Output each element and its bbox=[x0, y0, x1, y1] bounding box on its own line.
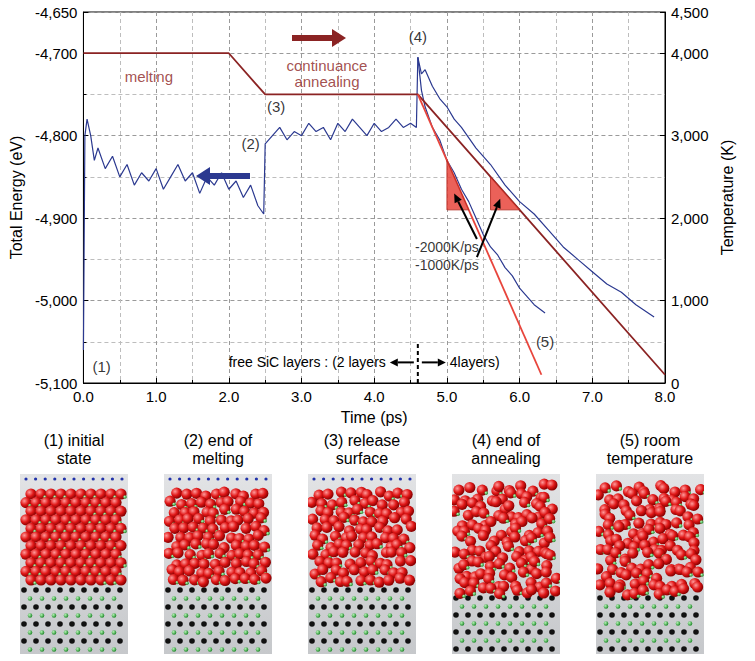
svg-text:Temperature (K): Temperature (K) bbox=[719, 140, 736, 256]
svg-text:7.0: 7.0 bbox=[582, 388, 603, 405]
html-text:(4) end of: (4) end of bbox=[471, 432, 541, 449]
svg-text:-1000K/ps: -1000K/ps bbox=[415, 257, 479, 273]
svg-text:4,000: 4,000 bbox=[671, 45, 709, 62]
svg-text:4layers): 4layers) bbox=[450, 354, 500, 370]
svg-text:annealing: annealing bbox=[294, 73, 359, 90]
html-text:annealing: annealing bbox=[471, 450, 541, 467]
html-text:(5) room: (5) room bbox=[619, 432, 681, 449]
svg-text:3.0: 3.0 bbox=[291, 388, 312, 405]
svg-text:1.0: 1.0 bbox=[146, 388, 167, 405]
svg-text:0.0: 0.0 bbox=[73, 388, 94, 405]
html-text:state: state bbox=[56, 450, 92, 467]
svg-text:-5,000: -5,000 bbox=[35, 292, 78, 309]
html-text:(1) initial: (1) initial bbox=[43, 432, 105, 449]
html-text:surface: surface bbox=[335, 450, 389, 467]
svg-text:0: 0 bbox=[671, 374, 680, 392]
svg-text:(2): (2) bbox=[241, 135, 259, 152]
svg-text:8.0: 8.0 bbox=[655, 388, 676, 405]
svg-text:(4): (4) bbox=[409, 28, 427, 45]
svg-text:free SiC layers : (2 layers: free SiC layers : (2 layers bbox=[229, 354, 386, 370]
svg-text:(5): (5) bbox=[536, 333, 554, 350]
svg-text:-5,100: -5,100 bbox=[35, 375, 78, 392]
svg-text:2.0: 2.0 bbox=[218, 388, 239, 405]
svg-text:-4,650: -4,650 bbox=[35, 4, 78, 21]
svg-text:continuance: continuance bbox=[287, 57, 368, 74]
svg-text:-4,700: -4,700 bbox=[35, 45, 78, 62]
html-text:(3) release: (3) release bbox=[323, 432, 401, 449]
html-text:(2) end of: (2) end of bbox=[183, 432, 253, 449]
svg-text:3,000: 3,000 bbox=[671, 127, 709, 144]
svg-text:melting: melting bbox=[125, 68, 173, 85]
html-text:melting: melting bbox=[192, 450, 244, 467]
html-text:temperature: temperature bbox=[606, 450, 694, 467]
svg-text:-4,800: -4,800 bbox=[35, 127, 78, 144]
svg-text:5.0: 5.0 bbox=[436, 388, 457, 405]
svg-text:2,000: 2,000 bbox=[671, 210, 709, 227]
svg-text:-4,900: -4,900 bbox=[35, 210, 78, 227]
svg-text:Time (ps): Time (ps) bbox=[341, 409, 408, 426]
svg-text:4,500: 4,500 bbox=[671, 4, 709, 21]
svg-text:6.0: 6.0 bbox=[509, 388, 530, 405]
svg-text:(3): (3) bbox=[267, 98, 285, 115]
svg-text:1,000: 1,000 bbox=[671, 292, 709, 309]
svg-text:4.0: 4.0 bbox=[364, 388, 385, 405]
svg-text:Total Energy (eV): Total Energy (eV) bbox=[8, 136, 25, 260]
svg-text:-2000K/ps: -2000K/ps bbox=[415, 239, 479, 255]
svg-text:(1): (1) bbox=[92, 358, 110, 375]
